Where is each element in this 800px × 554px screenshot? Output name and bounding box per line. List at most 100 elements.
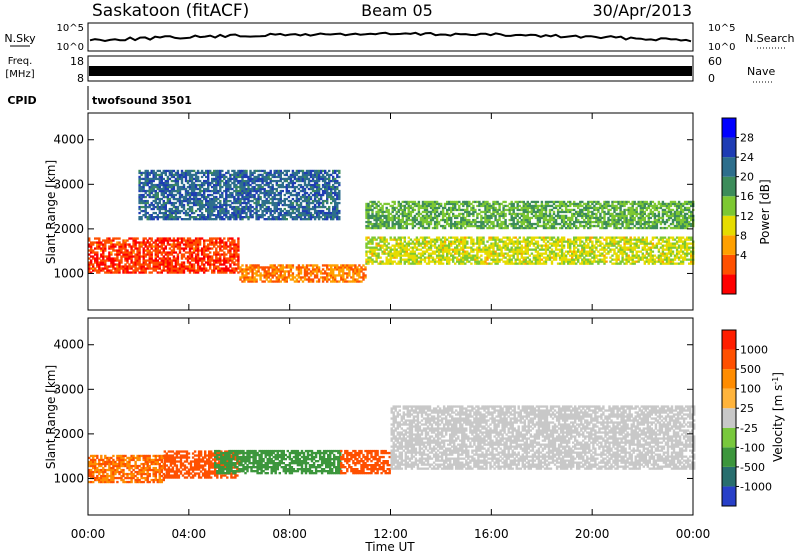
echo-cell [567,240,570,243]
echo-cell [223,263,226,266]
echo-cell [498,208,501,212]
echo-cell [275,266,278,269]
echo-cell [126,259,129,262]
echo-cell [188,247,192,250]
echo-cell [548,212,552,216]
echo-cell [407,240,410,243]
echo-cell [324,278,327,281]
echo-cell [431,216,435,220]
echo-cell [334,266,337,269]
echo-cell [520,224,523,228]
echo-cell [96,261,99,264]
echo-cell [611,202,614,206]
echo-cell [534,226,538,230]
echo-cell [373,216,376,220]
echo-cell [550,256,554,259]
echo-cell [500,224,503,228]
echo-cell [164,191,167,195]
echo-cell [221,259,224,262]
echo-cell [685,200,689,204]
echo-cell [665,246,669,249]
echo-cell [411,218,415,222]
echo-cell [560,252,564,255]
echo-cell [168,253,172,256]
echo-cell [219,269,222,272]
echo-cell [140,243,143,246]
echo-cell [433,220,437,224]
echo-cell [421,238,425,241]
echo-cell [556,208,560,212]
echo-cell [637,250,640,253]
echo-cell [188,249,192,252]
echo-cell [532,244,536,247]
echo-cell [324,264,327,267]
echo-cell [407,222,410,226]
echo-cell [532,242,536,245]
echo-cell [454,240,457,243]
echo-cell [560,258,564,261]
echo-cell [263,268,266,271]
echo-cell [136,253,139,256]
echo-cell [498,238,501,241]
echo-cell [631,252,634,255]
echo-cell [104,239,107,242]
echo-cell [243,268,246,271]
echo-cell [259,266,262,269]
echo-cell [427,210,431,214]
echo-cell [524,260,527,263]
echo-cell [546,256,550,259]
echo-cell [605,238,608,241]
echo-cell [569,224,572,228]
echo-cell [653,262,657,265]
echo-cell [317,266,321,269]
echo-cell [158,201,161,205]
echo-cell [474,256,477,259]
echo-cell [585,246,588,249]
echo-cell [593,260,596,263]
echo-cell [550,250,554,253]
echo-cell [635,250,638,253]
echo-cell [524,258,527,261]
echo-cell [490,250,493,253]
echo-cell [597,240,600,243]
echo-cell [330,268,333,271]
echo-cell [251,280,254,283]
echo-cell [649,212,652,216]
echo-cell [98,261,101,264]
echo-cell [665,256,669,259]
echo-cell [287,266,291,269]
echo-cell [458,238,461,241]
echo-cell [373,222,376,226]
echo-cell [180,253,184,256]
echo-cell [552,224,556,228]
echo-cell [460,226,463,230]
echo-cell [188,241,192,244]
echo-cell [275,278,278,281]
echo-cell [340,270,343,273]
echo-cell [502,210,505,214]
echo-cell [657,210,661,214]
echo-cell [403,252,406,255]
echo-cell [456,258,459,261]
echo-cell [564,210,568,214]
echo-cell [170,259,174,262]
echo-cell [96,255,99,258]
echo-cell [466,260,469,263]
echo-cell [433,210,437,214]
echo-cell [439,218,443,222]
echo-cell [560,244,564,247]
echo-cell [156,239,159,242]
echo-cell [156,259,159,262]
echo-cell [215,267,218,270]
echo-cell [128,257,131,260]
echo-cell [172,185,176,189]
echo-cell [303,266,307,269]
echo-cell [478,256,481,259]
echo-cell [184,245,188,248]
echo-cell [350,280,353,283]
echo-cell [524,246,527,249]
echo-cell [150,239,153,242]
echo-cell [415,238,419,241]
echo-cell [122,269,125,272]
echo-cell [393,254,396,257]
